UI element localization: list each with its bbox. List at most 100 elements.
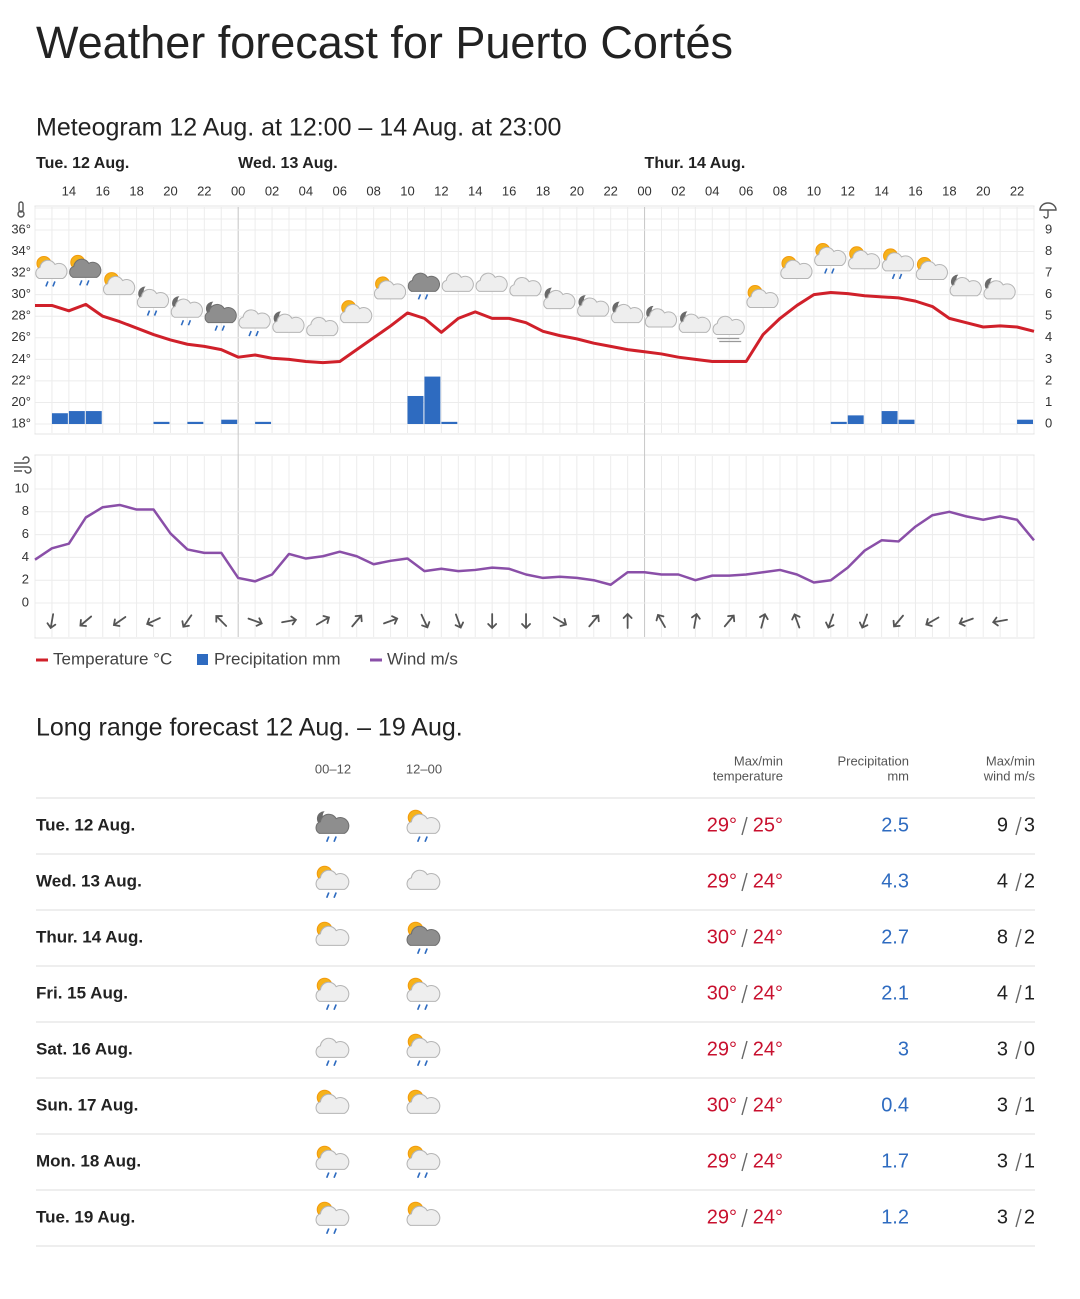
column-header: mm — [887, 768, 909, 783]
wind-icon — [14, 456, 32, 474]
wind-arrow-shape — [723, 614, 736, 628]
max-temperature: 30° — [707, 926, 737, 948]
weather-icon — [644, 305, 678, 328]
weather-icon — [406, 1145, 441, 1179]
y2-tick-label: 2 — [1045, 372, 1052, 387]
min-wind: 3 — [1024, 814, 1035, 836]
legend-label: Precipitation mm — [214, 649, 341, 668]
cloud — [509, 277, 542, 297]
day-name: Sun. 17 Aug. — [36, 1095, 138, 1114]
x-tick-label: 04 — [705, 183, 719, 198]
x-tick-label: 22 — [1010, 183, 1024, 198]
rain — [416, 836, 428, 843]
x-tick-label: 04 — [299, 183, 313, 198]
precipitation: 2.5 — [881, 814, 909, 836]
wind-arrow-shape — [759, 613, 769, 629]
min-temperature: 24° — [753, 1094, 783, 1116]
day-name: Wed. 13 Aug. — [36, 871, 142, 890]
x-tick-label: 16 — [95, 183, 109, 198]
weather-icon — [406, 921, 441, 955]
separator — [741, 872, 748, 892]
max-temperature: 29° — [707, 814, 737, 836]
max-wind: 9 — [997, 814, 1008, 836]
day-name: Mon. 18 Aug. — [36, 1151, 141, 1170]
cloud — [204, 303, 237, 324]
wind-arrow-shape — [552, 616, 568, 627]
cloud — [407, 272, 440, 292]
separator — [741, 1096, 748, 1116]
wind-arrow — [892, 614, 904, 628]
precipitation: 2.1 — [881, 982, 909, 1004]
weather-icon — [238, 309, 271, 337]
y2-tick-label: 1 — [1045, 394, 1052, 409]
rain — [325, 1172, 337, 1179]
column-header: 12–00 — [406, 761, 442, 776]
umbrella-icon — [1039, 202, 1057, 219]
precipitation-bar — [898, 419, 915, 424]
rain — [45, 281, 56, 287]
weather-icon — [406, 869, 441, 890]
wind-arrow — [383, 615, 399, 625]
weather-icon — [983, 277, 1016, 300]
min-wind: 1 — [1024, 982, 1035, 1004]
y2-tick-label: 7 — [1045, 265, 1052, 280]
precipitation: 4.3 — [881, 870, 909, 892]
weather-icon — [577, 295, 610, 317]
weather-icon — [315, 1201, 350, 1235]
precipitation-bar — [68, 411, 85, 424]
cloud — [406, 813, 441, 834]
wind-arrow — [454, 613, 464, 629]
rain — [79, 280, 90, 286]
max-wind: 3 — [997, 1094, 1008, 1116]
cloud — [543, 289, 576, 310]
precipitation-bar — [51, 413, 68, 424]
weather-icon — [881, 248, 915, 280]
max-temperature: 29° — [707, 1206, 737, 1228]
rain — [416, 1004, 428, 1011]
wind-arrow — [247, 617, 263, 627]
column-header: Max/min — [986, 753, 1035, 768]
wind-arrow-shape — [281, 615, 298, 626]
precipitation-bar — [441, 421, 458, 424]
day-name: Fri. 15 Aug. — [36, 983, 128, 1002]
max-wind: 4 — [997, 870, 1008, 892]
rain — [146, 310, 158, 316]
min-temperature: 25° — [753, 814, 783, 836]
x-tick-label: 14 — [62, 183, 76, 198]
cloud — [170, 298, 203, 318]
day-name: Tue. 12 Aug. — [36, 815, 135, 834]
precipitation-bar — [881, 411, 898, 424]
precipitation: 0.4 — [881, 1094, 909, 1116]
x-tick-label: 22 — [603, 183, 617, 198]
rain — [417, 294, 429, 300]
wind-arrow — [622, 612, 633, 629]
separator — [741, 1208, 748, 1228]
wind-arrow-shape — [215, 615, 228, 627]
cloud — [306, 316, 339, 337]
meteogram-title: Meteogram 12 Aug. at 12:00 – 14 Aug. at … — [36, 114, 561, 142]
weather-icon — [315, 1145, 350, 1179]
cloud — [373, 280, 407, 300]
separator — [741, 928, 748, 948]
x-tick-label: 20 — [570, 183, 584, 198]
cloud — [103, 275, 136, 296]
wind-arrow-shape — [925, 616, 940, 627]
wind-arrow — [215, 615, 228, 627]
weather-icon — [814, 243, 847, 274]
wind-arrow-shape — [420, 613, 431, 629]
precipitation-bar — [85, 411, 102, 424]
day-name: Sat. 16 Aug. — [36, 1039, 133, 1058]
wind-arrow — [487, 613, 498, 630]
fog — [717, 337, 742, 343]
wind-arrow — [655, 613, 666, 628]
weather-icon — [678, 311, 711, 333]
column-header: Precipitation — [837, 753, 909, 768]
separator — [1015, 1208, 1022, 1228]
min-wind: 2 — [1024, 926, 1035, 948]
wind-arrow-shape — [487, 613, 498, 630]
weather-icon — [315, 1037, 350, 1067]
min-wind: 2 — [1024, 870, 1035, 892]
min-temperature: 24° — [753, 1038, 783, 1060]
